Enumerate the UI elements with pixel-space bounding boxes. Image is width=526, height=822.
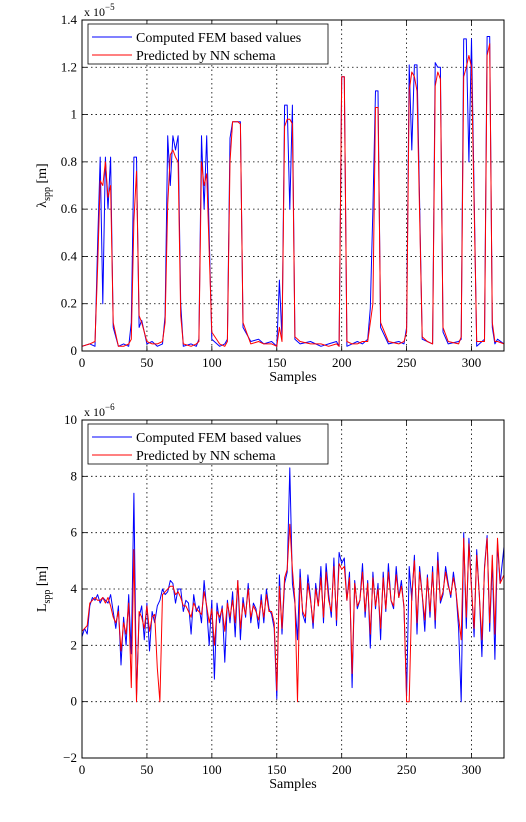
y-axis-label: Lspp [m] <box>35 566 53 612</box>
x-tick-label: 50 <box>140 355 153 370</box>
x-tick-label: 250 <box>397 355 417 370</box>
series-line-nn-predicted <box>81 523 505 703</box>
y-axis-label-unit: [m] <box>35 163 50 187</box>
axes-box <box>81 419 505 759</box>
series-line-fem-computed <box>81 467 505 703</box>
y-axis-label-sub: spp <box>42 590 53 604</box>
legend-entry-2: Predicted by NN schema <box>136 49 276 64</box>
legend-box <box>87 423 329 465</box>
y-tick-label: 4 <box>71 581 78 596</box>
x-tick-label: 300 <box>462 355 482 370</box>
y-tick-label: 8 <box>71 468 78 483</box>
x-tick-label: 250 <box>397 762 417 777</box>
y-tick-label: 0 <box>71 694 78 709</box>
axis-exponent-power: −5 <box>105 2 115 12</box>
x-tick-label: 0 <box>79 355 86 370</box>
chart-panel-1: 0 50 100 150 200 250 300 0 0.2 0.4 0.6 0.8 1 1.2 1.4 x … <box>35 2 505 385</box>
x-tick-label: 50 <box>140 762 153 777</box>
y-axis-label-unit: [m] <box>35 566 50 590</box>
x-tick-label: 300 <box>462 762 482 777</box>
legend: Computed FEM based values Predicted by NN… <box>87 23 329 65</box>
axis-exponent: x 10−6 <box>84 402 115 419</box>
y-tick-label: 0.8 <box>61 154 77 169</box>
y-tick-label: 0 <box>71 343 78 358</box>
y-tick-label: 1.4 <box>61 12 78 27</box>
y-tick-label: 0.2 <box>61 296 77 311</box>
x-tick-label: 200 <box>332 762 352 777</box>
y-axis-label-sub: spp <box>42 187 53 201</box>
x-tick-label: 150 <box>267 355 287 370</box>
y-tick-label: 2 <box>71 637 78 652</box>
x-axis-label: Samples <box>269 777 316 792</box>
axes-box <box>81 19 505 352</box>
y-axis-label-main: L <box>35 604 50 613</box>
legend-box <box>87 23 329 65</box>
axis-exponent-base: x 10 <box>84 5 105 19</box>
y-axis-label: λspp [m] <box>35 163 53 207</box>
x-tick-label: 100 <box>202 762 222 777</box>
y-tick-label: 1.2 <box>61 59 77 74</box>
axis-exponent-base: x 10 <box>84 405 105 419</box>
series-line-nn-predicted <box>81 43 505 347</box>
y-axis-label-main: λ <box>35 201 50 208</box>
y-tick-label: 1 <box>71 107 78 122</box>
y-tick-label: 0.4 <box>61 248 78 263</box>
x-tick-label: 150 <box>267 762 287 777</box>
y-tick-label: 10 <box>64 412 77 427</box>
y-tick-label: 6 <box>71 525 78 540</box>
x-tick-label: 200 <box>332 355 352 370</box>
y-tick-label: −2 <box>63 750 77 765</box>
axis-exponent-power: −6 <box>105 402 115 412</box>
y-tick-label: 0.6 <box>61 201 78 216</box>
x-tick-label: 0 <box>79 762 86 777</box>
legend-entry-1: Computed FEM based values <box>136 31 301 46</box>
x-tick-label: 100 <box>202 355 222 370</box>
axis-exponent: x 10−5 <box>84 2 115 19</box>
legend-entry-2: Predicted by NN schema <box>136 449 276 464</box>
legend: Computed FEM based values Predicted by NN… <box>87 423 329 465</box>
x-axis-label: Samples <box>269 370 316 385</box>
legend-entry-1: Computed FEM based values <box>136 431 301 446</box>
